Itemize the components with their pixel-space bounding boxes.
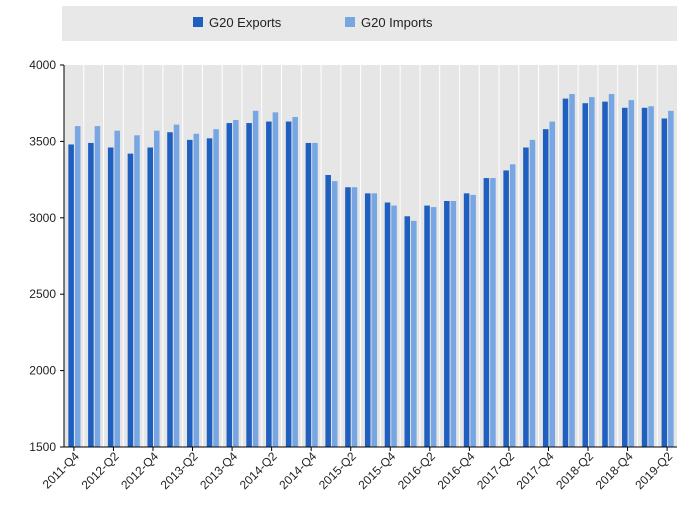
x-tick-label: 2011-Q4 xyxy=(40,449,83,492)
bar-exports xyxy=(187,139,193,447)
legend-label: G20 Imports xyxy=(361,15,433,30)
bar-imports xyxy=(529,139,536,447)
bar-exports xyxy=(483,178,490,447)
bar-exports xyxy=(345,187,351,448)
x-tick-label: 2015-Q4 xyxy=(355,449,398,492)
bar-imports xyxy=(351,187,358,448)
bar-imports xyxy=(589,97,595,447)
y-tick-label: 2000 xyxy=(29,364,56,378)
x-tick-label: 2018-Q4 xyxy=(593,449,636,492)
bar-imports xyxy=(74,126,81,448)
x-tick-label: 2012-Q4 xyxy=(118,449,161,492)
y-tick-label: 1500 xyxy=(29,440,56,454)
x-tick-label: 2012-Q2 xyxy=(79,449,122,492)
bar-exports xyxy=(68,144,74,447)
bar-imports xyxy=(252,110,259,447)
bar-exports xyxy=(582,103,589,447)
bar-imports xyxy=(411,220,417,447)
bar-imports xyxy=(549,121,556,447)
x-tick-label: 2016-Q2 xyxy=(395,449,438,492)
x-tick-label: 2016-Q4 xyxy=(435,449,478,492)
x-tick-label: 2017-Q2 xyxy=(474,449,517,492)
legend-swatch-imports xyxy=(345,17,355,27)
bar-imports xyxy=(213,129,219,447)
bar-imports xyxy=(153,130,160,447)
bar-imports xyxy=(509,164,516,447)
bar-exports xyxy=(266,121,272,447)
bar-imports xyxy=(668,110,674,447)
bar-exports xyxy=(463,193,470,447)
bar-imports xyxy=(608,94,615,447)
bar-exports xyxy=(622,107,628,447)
x-axis: 2011-Q42012-Q22012-Q42013-Q22013-Q42014-… xyxy=(40,446,677,492)
bar-exports xyxy=(127,153,134,447)
bar-exports xyxy=(226,123,233,447)
y-tick-label: 3500 xyxy=(29,134,56,148)
x-tick-label: 2013-Q2 xyxy=(158,449,201,492)
legend: G20 Exports G20 Imports xyxy=(193,15,433,30)
bar-imports xyxy=(114,130,120,447)
bar-imports xyxy=(490,178,496,447)
legend-swatch-exports xyxy=(193,17,203,27)
bars xyxy=(68,94,674,448)
bar-exports xyxy=(661,118,668,447)
bar-exports xyxy=(88,142,94,447)
bar-imports xyxy=(430,207,437,447)
bar-imports xyxy=(173,124,180,447)
bar-exports xyxy=(167,132,173,448)
bar-exports xyxy=(503,170,509,447)
bar-exports xyxy=(562,98,569,448)
bar-imports xyxy=(331,181,338,447)
y-tick-label: 3000 xyxy=(29,211,56,225)
bar-exports xyxy=(285,121,292,447)
bar-imports xyxy=(628,100,635,447)
x-tick-label: 2014-Q2 xyxy=(237,449,280,492)
bar-exports xyxy=(107,147,114,447)
bar-exports xyxy=(602,101,608,448)
y-tick-label: 2500 xyxy=(29,287,56,301)
x-tick-label: 2019-Q2 xyxy=(632,449,675,492)
x-tick-label: 2018-Q2 xyxy=(553,449,596,492)
bar-imports xyxy=(391,205,397,447)
bar-exports xyxy=(305,142,312,447)
bar-exports xyxy=(384,202,391,447)
x-tick-label: 2014-Q4 xyxy=(276,449,319,492)
bar-imports xyxy=(272,112,279,448)
legend-background xyxy=(62,6,677,41)
bar-exports xyxy=(444,200,450,447)
bar-imports xyxy=(233,120,239,447)
bar-exports xyxy=(206,138,213,447)
bar-imports xyxy=(312,142,318,447)
bar-imports xyxy=(193,133,200,447)
bar-imports xyxy=(292,116,298,447)
gridlines xyxy=(83,65,658,447)
bar-imports xyxy=(648,106,654,447)
bar-imports xyxy=(134,135,140,448)
bar-exports xyxy=(523,147,529,447)
bar-imports xyxy=(94,126,101,448)
x-tick-label: 2017-Q4 xyxy=(514,449,557,492)
x-tick-label: 2013-Q4 xyxy=(197,449,240,492)
bar-imports xyxy=(569,94,575,447)
bar-exports xyxy=(147,147,153,447)
bar-imports xyxy=(470,194,476,447)
y-axis: 1500 2000 2500 3000 3500 4000 xyxy=(29,58,65,454)
bar-exports xyxy=(325,175,331,447)
bar-exports xyxy=(641,107,648,447)
bar-exports xyxy=(404,216,411,447)
bar-exports xyxy=(246,123,252,447)
legend-label: G20 Exports xyxy=(209,15,282,30)
bar-exports xyxy=(364,193,371,447)
bar-exports xyxy=(542,129,549,447)
bar-imports xyxy=(371,193,378,447)
y-tick-label: 4000 xyxy=(29,58,56,72)
bar-imports xyxy=(450,200,457,447)
x-tick-label: 2015-Q2 xyxy=(316,449,359,492)
bar-exports xyxy=(424,205,430,447)
